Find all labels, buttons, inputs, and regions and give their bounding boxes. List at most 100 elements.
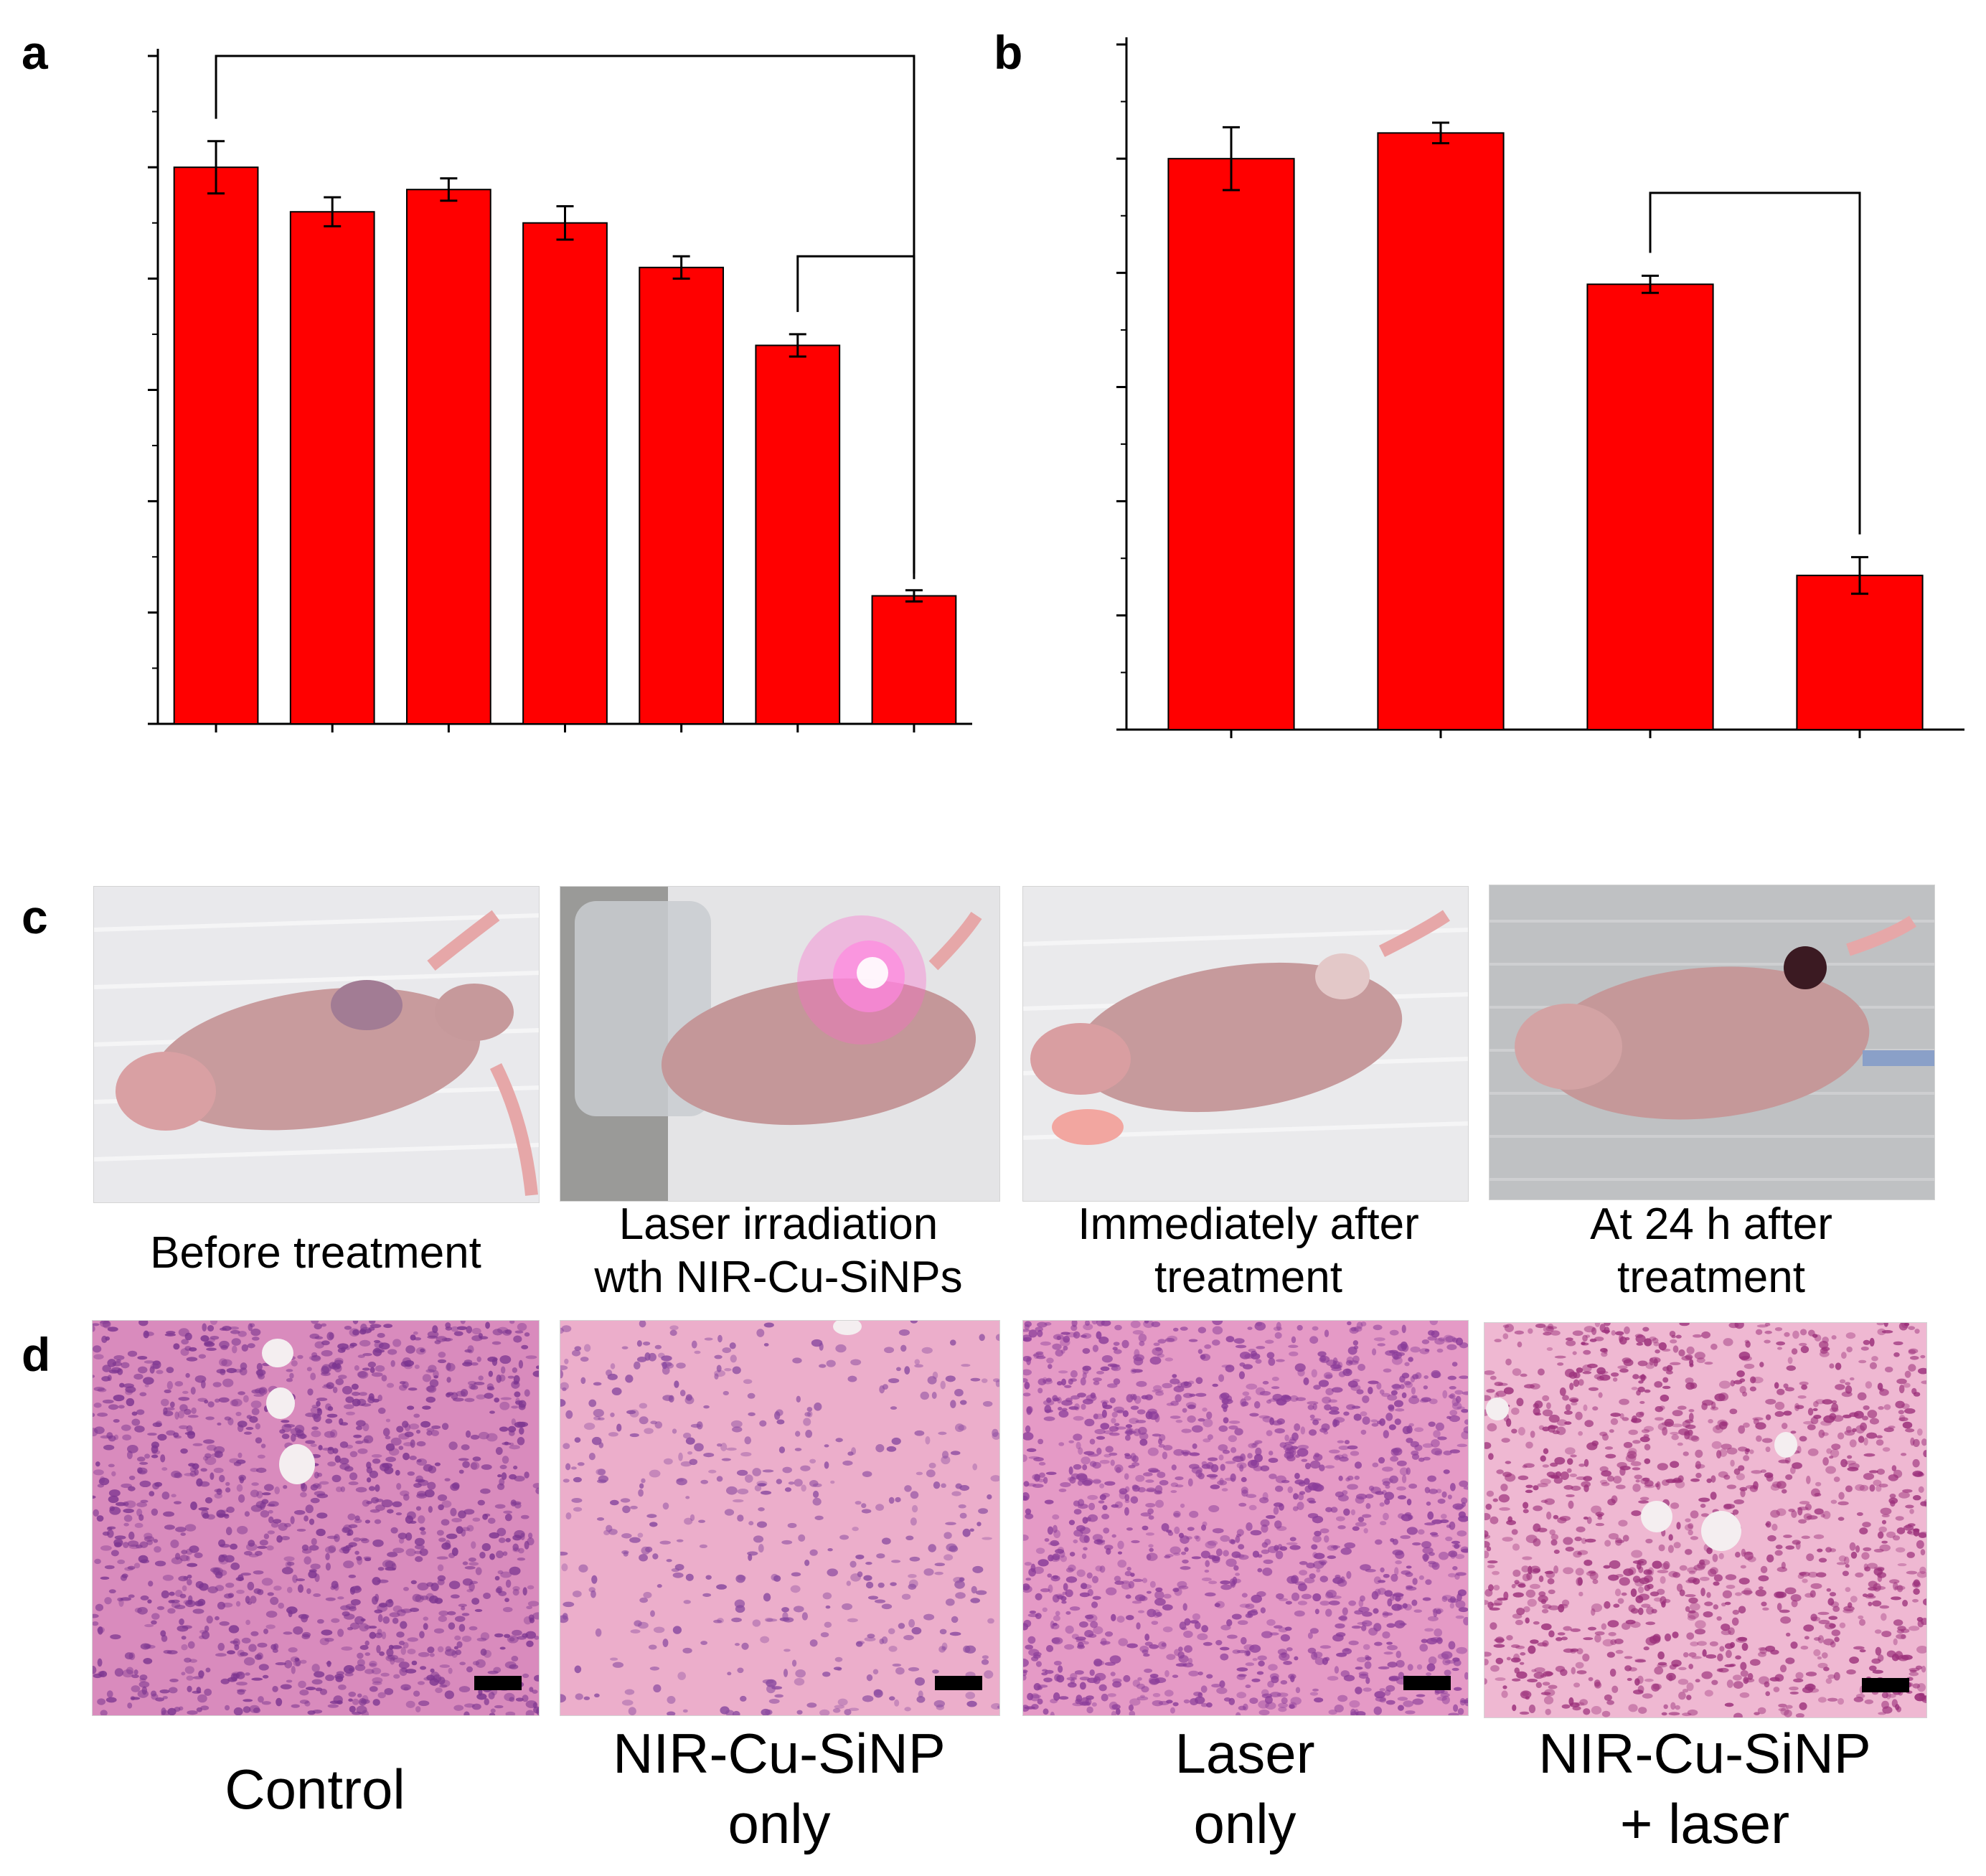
nucleus <box>321 1349 333 1357</box>
nucleus <box>1044 1499 1054 1504</box>
nucleus <box>1855 1484 1865 1491</box>
nucleus <box>1037 1698 1043 1705</box>
nucleus <box>270 1644 277 1650</box>
nucleus <box>812 1483 822 1488</box>
nucleus <box>1046 1397 1052 1403</box>
nucleus <box>1781 1489 1787 1494</box>
nucleus <box>1766 1554 1774 1562</box>
nucleus <box>748 1412 756 1416</box>
nucleus <box>1048 1554 1054 1562</box>
nucleus <box>795 1430 801 1437</box>
scale-bar <box>1862 1678 1909 1692</box>
nucleus <box>1881 1631 1892 1638</box>
nucleus <box>296 1528 306 1532</box>
nucleus <box>565 1410 573 1419</box>
nucleus <box>1523 1384 1535 1389</box>
nucleus <box>1531 1669 1537 1672</box>
nucleus <box>240 1651 248 1656</box>
nucleus <box>186 1555 191 1562</box>
nucleus <box>1795 1672 1804 1679</box>
nucleus <box>1072 1702 1083 1707</box>
nucleus <box>1212 1321 1223 1326</box>
nucleus <box>156 1370 164 1375</box>
nucleus <box>1206 1411 1213 1420</box>
nucleus <box>1506 1656 1511 1661</box>
nucleus <box>1891 1465 1897 1471</box>
nucleus <box>1713 1604 1719 1610</box>
nucleus <box>179 1404 188 1412</box>
nucleus <box>1208 1580 1218 1585</box>
nucleus <box>532 1370 539 1377</box>
nucleus <box>124 1652 133 1660</box>
nucleus <box>245 1619 250 1626</box>
nucleus <box>1376 1420 1383 1425</box>
nucleus <box>663 1458 673 1465</box>
nucleus <box>377 1613 383 1623</box>
nucleus <box>1079 1592 1090 1598</box>
nucleus <box>1241 1636 1247 1645</box>
nucleus <box>342 1385 353 1395</box>
nucleus <box>1484 1678 1487 1685</box>
nucleus <box>1053 1661 1062 1666</box>
nucleus <box>377 1603 388 1612</box>
photo-laser-irradiation <box>560 886 1000 1202</box>
nucleus <box>1325 1387 1334 1395</box>
nucleus <box>1246 1522 1253 1531</box>
nucleus <box>1858 1436 1865 1443</box>
nucleus <box>1611 1330 1616 1336</box>
nucleus <box>1634 1659 1647 1663</box>
nucleus <box>1702 1649 1707 1657</box>
nucleus <box>300 1659 307 1664</box>
nucleus <box>766 1679 777 1687</box>
nucleus <box>1225 1461 1236 1464</box>
nucleus <box>309 1355 321 1361</box>
nucleus <box>151 1445 159 1453</box>
nucleus <box>244 1511 250 1517</box>
nucleus <box>214 1493 222 1499</box>
nucleus <box>414 1545 425 1550</box>
nucleus <box>1365 1503 1371 1509</box>
nucleus <box>1819 1351 1830 1357</box>
nucleus <box>1672 1631 1679 1639</box>
caption-24h-after: At 24 h after treatment <box>1590 1199 1832 1303</box>
nucleus <box>368 1626 377 1629</box>
nucleus <box>1338 1371 1346 1377</box>
nucleus <box>622 1505 631 1514</box>
nucleus <box>1728 1323 1739 1329</box>
nucleus <box>509 1566 521 1575</box>
nucleus <box>560 1551 568 1556</box>
nucleus <box>1636 1342 1644 1346</box>
nucleus <box>1845 1564 1850 1568</box>
nucleus <box>1594 1631 1605 1636</box>
nucleus <box>1087 1514 1098 1522</box>
nucleus <box>1133 1354 1144 1362</box>
nucleus <box>1878 1526 1887 1533</box>
nucleus <box>1513 1653 1520 1662</box>
nucleus <box>1601 1351 1608 1357</box>
nucleus <box>1373 1706 1382 1715</box>
nucleus <box>1200 1685 1208 1693</box>
nucleus <box>1024 1324 1030 1330</box>
nucleus <box>1065 1625 1074 1634</box>
nucleus <box>422 1374 431 1382</box>
nucleus <box>1379 1521 1387 1526</box>
nucleus <box>1124 1434 1131 1441</box>
nucleus <box>139 1674 148 1681</box>
nucleus <box>1770 1509 1780 1518</box>
nucleus <box>716 1476 723 1482</box>
nucleus <box>610 1363 616 1370</box>
nucleus <box>1311 1651 1318 1660</box>
nucleus <box>509 1430 515 1436</box>
nucleus <box>1459 1480 1468 1487</box>
nucleus <box>416 1441 426 1447</box>
nucleus <box>970 1377 981 1382</box>
nucleus <box>997 1705 999 1709</box>
nucleus <box>1576 1670 1587 1674</box>
nucleus <box>1406 1527 1418 1535</box>
nucleus <box>1416 1694 1426 1697</box>
nucleus <box>354 1365 359 1371</box>
nucleus <box>1309 1692 1319 1696</box>
nucleus <box>1275 1550 1284 1560</box>
nucleus <box>260 1443 266 1448</box>
nucleus <box>1878 1406 1884 1410</box>
